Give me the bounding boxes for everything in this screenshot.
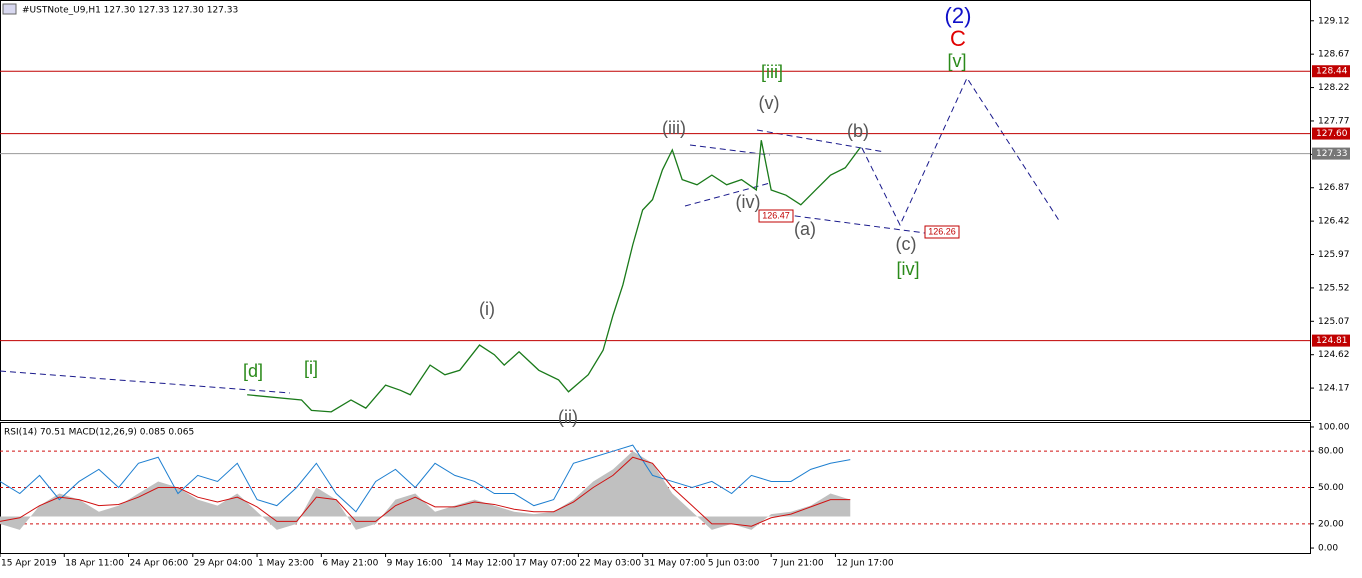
y-tick-label: 127.77: [1318, 116, 1350, 126]
y-tick-label: 0.00: [1318, 544, 1338, 554]
x-tick-label: 24 Apr 06:00: [130, 559, 189, 569]
x-tick-label: 15 Apr 2019: [1, 559, 57, 569]
wave-label: (c): [896, 234, 917, 254]
wave-label: 126.26: [928, 226, 956, 236]
wave-label: (2): [945, 3, 972, 28]
level-box: [1312, 65, 1350, 78]
y-tick-label: 124.62: [1318, 350, 1350, 360]
x-tick-label: 7 Jun 21:00: [772, 559, 824, 569]
y-tick-label: 50.00: [1318, 483, 1344, 493]
x-tick-label: 14 May 12:00: [451, 559, 513, 569]
wave-label: (ii): [558, 407, 578, 427]
y-tick-label: 126.87: [1318, 183, 1350, 193]
x-tick-label: 12 Jun 17:00: [836, 559, 893, 569]
wave-label: (b): [847, 121, 869, 141]
y-tick-label: 128.22: [1318, 83, 1350, 93]
wave-label: [iii]: [761, 62, 783, 82]
price-tag: [758, 209, 794, 223]
y-tick-label: 124.17: [1318, 384, 1350, 394]
macd-signal: [0, 456, 851, 527]
y-tick-label: 125.07: [1318, 317, 1350, 327]
wave-label: [iv]: [896, 259, 919, 279]
y-tick-label: 125.97: [1318, 250, 1350, 260]
last-price-box: [1312, 147, 1350, 160]
wave-label: 126.47: [762, 210, 790, 220]
x-tick-label: 6 May 21:00: [322, 559, 378, 569]
y-tick-label: 100.00: [1318, 422, 1350, 432]
wave-label: (a): [794, 219, 816, 239]
wave-label: C: [950, 26, 966, 51]
level-label: 128.44: [1316, 67, 1348, 77]
level-box: [1312, 334, 1350, 347]
symbol-line: #USTNote_U9,H1 127.30 127.33 127.30 127.…: [22, 6, 238, 16]
symbol-icon: [2, 3, 17, 15]
x-tick-label: 31 May 07:00: [644, 559, 706, 569]
x-tick-label: 22 May 03:00: [579, 559, 641, 569]
wave-label: [d]: [243, 361, 263, 381]
y-tick-label: 128.67: [1318, 50, 1350, 60]
x-tick-label: 17 May 07:00: [515, 559, 577, 569]
y-tick-label: 125.52: [1318, 283, 1350, 293]
y-tick-label: 129.12: [1318, 16, 1350, 26]
wave-label: (iii): [662, 118, 686, 138]
y-tick-label: 126.42: [1318, 217, 1350, 227]
indicator-title: RSI(14) 70.51 MACD(12,26,9) 0.085 0.065: [4, 428, 194, 438]
last-price-label: 127.33: [1316, 149, 1348, 159]
wave-label: (i): [479, 299, 495, 319]
y-tick-label: 80.00: [1318, 447, 1344, 457]
rsi-line: [0, 444, 851, 513]
level-label: 124.81: [1316, 336, 1348, 346]
wave-label: [i]: [304, 358, 318, 378]
y-tick-label: 20.00: [1318, 519, 1344, 529]
price-tag: [924, 225, 960, 239]
level-label: 127.60: [1316, 129, 1348, 139]
price-line: [247, 140, 861, 413]
x-tick-label: 1 May 23:00: [258, 559, 314, 569]
x-tick-label: 9 May 16:00: [387, 559, 443, 569]
macd-histogram: [0, 451, 851, 530]
level-box: [1312, 127, 1350, 140]
x-tick-label: 18 Apr 11:00: [65, 559, 124, 569]
wave-label: (v): [759, 93, 780, 113]
wave-label: [v]: [947, 51, 966, 71]
main-pane: [0, 0, 1311, 421]
x-tick-label: 29 Apr 04:00: [194, 559, 253, 569]
wave-label: (iv): [736, 192, 761, 212]
x-tick-label: 5 Jun 03:00: [708, 559, 760, 569]
